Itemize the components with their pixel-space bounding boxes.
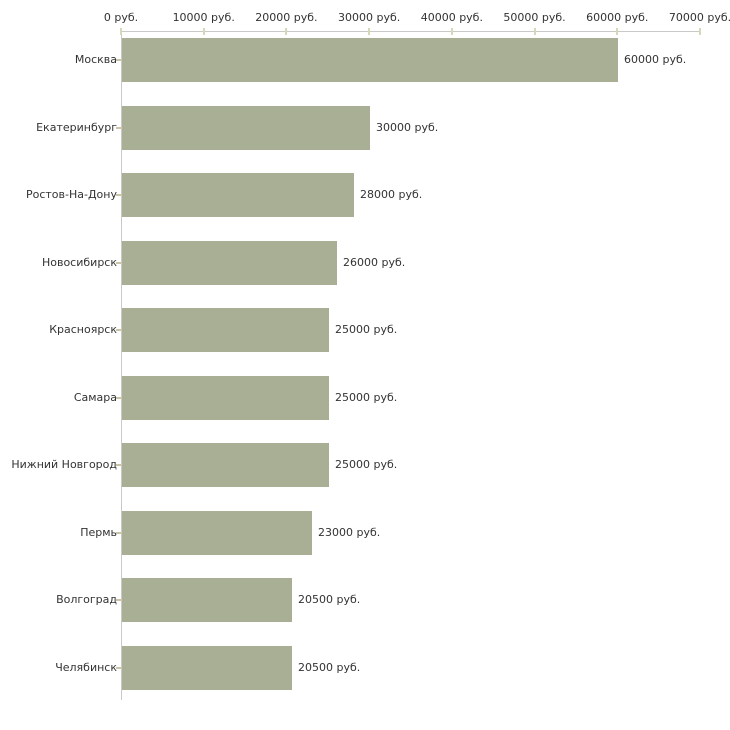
bar-value-label: 20500 руб. <box>298 660 361 674</box>
y-axis-tick <box>116 194 121 196</box>
bar <box>122 443 329 487</box>
bar <box>122 578 292 622</box>
x-axis-tick-label: 0 руб. <box>103 11 139 24</box>
y-axis-tick <box>116 261 121 264</box>
y-axis-tick <box>116 666 121 669</box>
y-axis-label: Нижний Новгород <box>11 458 117 471</box>
y-axis-line <box>121 31 122 700</box>
bar <box>122 38 618 82</box>
y-axis-label: Екатеринбург <box>36 120 117 134</box>
bar-value-label: 60000 руб. <box>624 53 687 66</box>
bar-value-label: 25000 руб. <box>335 323 398 336</box>
bar <box>122 375 329 420</box>
y-axis-label: Волгоград <box>56 593 117 606</box>
x-axis-tick <box>450 28 453 35</box>
x-axis-tick <box>202 28 205 35</box>
x-axis-tick-label: 50000 руб. <box>503 11 566 24</box>
x-axis-tick <box>368 28 371 35</box>
bar-value-label: 25000 руб. <box>335 458 398 471</box>
x-axis-line <box>121 31 700 32</box>
y-axis-label: Ростов-На-Дону <box>25 188 117 201</box>
y-axis-label: Самара <box>73 390 117 404</box>
x-axis-tick-label: 60000 руб. <box>586 11 649 24</box>
x-axis-tick <box>285 28 288 35</box>
x-axis-tick <box>533 28 536 35</box>
bar-value-label: 20500 руб. <box>298 593 361 606</box>
bar <box>122 645 292 690</box>
bar <box>122 240 337 285</box>
bar <box>122 105 370 150</box>
bar <box>122 510 312 555</box>
y-axis-tick <box>116 396 121 399</box>
y-axis-label: Пермь <box>80 525 117 539</box>
bar-value-label: 25000 руб. <box>335 390 398 404</box>
y-axis-label: Челябинск <box>55 660 117 674</box>
y-axis-tick <box>116 599 121 601</box>
x-axis-tick <box>120 28 122 35</box>
x-axis-tick-label: 70000 руб. <box>668 11 730 24</box>
x-axis-tick-label: 40000 руб. <box>420 11 483 24</box>
bar-value-label: 28000 руб. <box>360 188 423 201</box>
y-axis-label: Красноярск <box>49 323 117 336</box>
x-axis-tick-label: 30000 руб. <box>338 11 401 24</box>
y-axis-tick <box>116 531 121 534</box>
y-axis-label: Новосибирск <box>41 255 117 269</box>
x-axis-tick-label: 10000 руб. <box>172 11 235 24</box>
x-axis-tick <box>699 28 701 35</box>
y-axis-tick <box>116 59 121 61</box>
bar-value-label: 30000 руб. <box>376 120 439 134</box>
bar-value-label: 26000 руб. <box>343 255 406 269</box>
y-axis-tick <box>116 464 121 466</box>
bar <box>122 173 354 217</box>
bar-value-label: 23000 руб. <box>318 525 381 539</box>
x-axis-tick <box>616 28 619 35</box>
y-axis-tick <box>116 126 121 129</box>
bar <box>122 308 329 352</box>
x-axis-tick-label: 20000 руб. <box>255 11 318 24</box>
y-axis-label: Москва <box>74 53 117 66</box>
y-axis-tick <box>116 329 121 331</box>
